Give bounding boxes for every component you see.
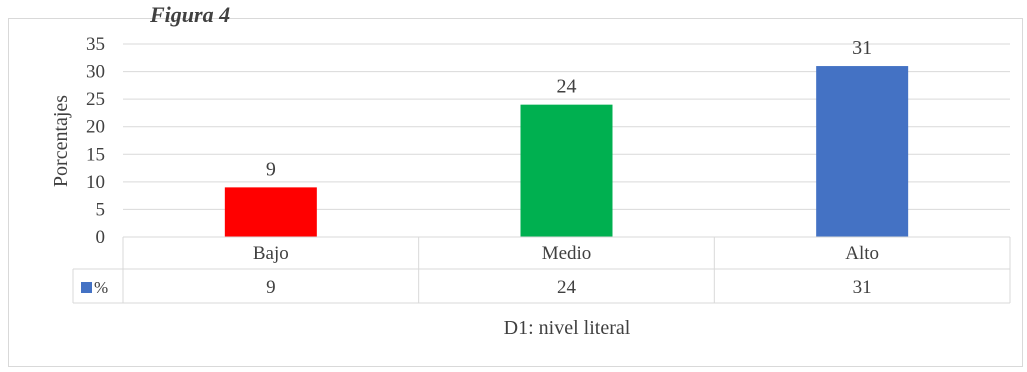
table-cell-value: 9 bbox=[266, 277, 276, 298]
data-label: 31 bbox=[852, 37, 872, 59]
y-tick-label: 10 bbox=[86, 172, 105, 193]
x-tick-label: Bajo bbox=[253, 243, 289, 264]
y-tick-label: 5 bbox=[96, 199, 106, 220]
y-tick-label: 30 bbox=[86, 62, 105, 83]
y-tick-label: 15 bbox=[86, 144, 105, 165]
x-tick-label: Alto bbox=[845, 243, 879, 264]
data-label: 9 bbox=[266, 158, 276, 180]
legend-swatch bbox=[81, 282, 92, 293]
legend-label: % bbox=[94, 278, 108, 297]
data-labels: 9 24 31 bbox=[266, 37, 872, 180]
table-cell-value: 24 bbox=[557, 277, 577, 298]
y-tick-label: 25 bbox=[86, 89, 105, 110]
data-table: Bajo 9 Medio 24 Alto 31% bbox=[72, 236, 1011, 304]
y-tick-label: 0 bbox=[96, 227, 106, 248]
y-tick-label: 35 bbox=[86, 34, 105, 55]
header-fragment: Figura 4 bbox=[149, 2, 230, 27]
table-cell-value: 31 bbox=[853, 277, 872, 298]
x-axis-title: D1: nivel literal bbox=[504, 317, 631, 339]
y-axis-title: Porcentajes bbox=[50, 95, 72, 187]
x-tick-label: Medio bbox=[542, 243, 592, 264]
bar-alto bbox=[816, 66, 909, 237]
data-label: 24 bbox=[557, 76, 577, 98]
bars bbox=[224, 66, 909, 238]
y-axis: 0 5 10 15 20 25 30 35 bbox=[86, 34, 105, 248]
bar-medio bbox=[520, 104, 613, 238]
bar-bajo bbox=[224, 187, 317, 237]
y-tick-label: 20 bbox=[86, 117, 105, 138]
